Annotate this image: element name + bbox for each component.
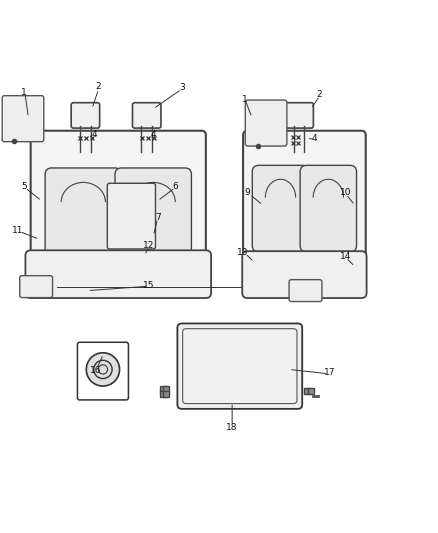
Text: 5: 5 (21, 182, 27, 191)
FancyBboxPatch shape (177, 324, 302, 409)
FancyBboxPatch shape (45, 168, 121, 260)
FancyBboxPatch shape (243, 131, 366, 262)
FancyBboxPatch shape (242, 251, 367, 298)
FancyBboxPatch shape (252, 165, 309, 252)
Text: 18: 18 (226, 423, 237, 432)
Text: 16: 16 (90, 366, 101, 375)
Text: 14: 14 (340, 252, 352, 261)
Text: 15: 15 (143, 281, 155, 290)
Text: 1: 1 (21, 87, 27, 96)
Circle shape (86, 353, 120, 386)
Text: 3: 3 (179, 83, 185, 92)
Text: 2: 2 (96, 83, 101, 92)
Text: 13: 13 (237, 248, 249, 257)
Text: 11: 11 (12, 226, 23, 235)
FancyBboxPatch shape (289, 280, 322, 302)
FancyBboxPatch shape (132, 103, 161, 128)
Text: 2: 2 (316, 90, 321, 99)
FancyBboxPatch shape (2, 96, 44, 142)
Text: 9: 9 (244, 189, 251, 197)
FancyBboxPatch shape (115, 168, 191, 260)
Text: 4: 4 (312, 134, 317, 143)
FancyBboxPatch shape (20, 276, 53, 297)
FancyBboxPatch shape (31, 131, 206, 271)
Text: 4: 4 (92, 130, 97, 139)
FancyBboxPatch shape (245, 100, 287, 146)
FancyBboxPatch shape (285, 103, 314, 128)
FancyBboxPatch shape (300, 165, 357, 252)
Text: 6: 6 (172, 182, 178, 191)
Text: 12: 12 (143, 241, 155, 250)
FancyBboxPatch shape (25, 251, 211, 298)
Text: 1: 1 (242, 95, 248, 104)
FancyBboxPatch shape (71, 103, 100, 128)
Text: 17: 17 (324, 368, 335, 377)
Text: 4: 4 (151, 130, 156, 139)
Text: 10: 10 (340, 189, 352, 197)
FancyBboxPatch shape (107, 183, 155, 249)
Text: 7: 7 (155, 213, 161, 222)
